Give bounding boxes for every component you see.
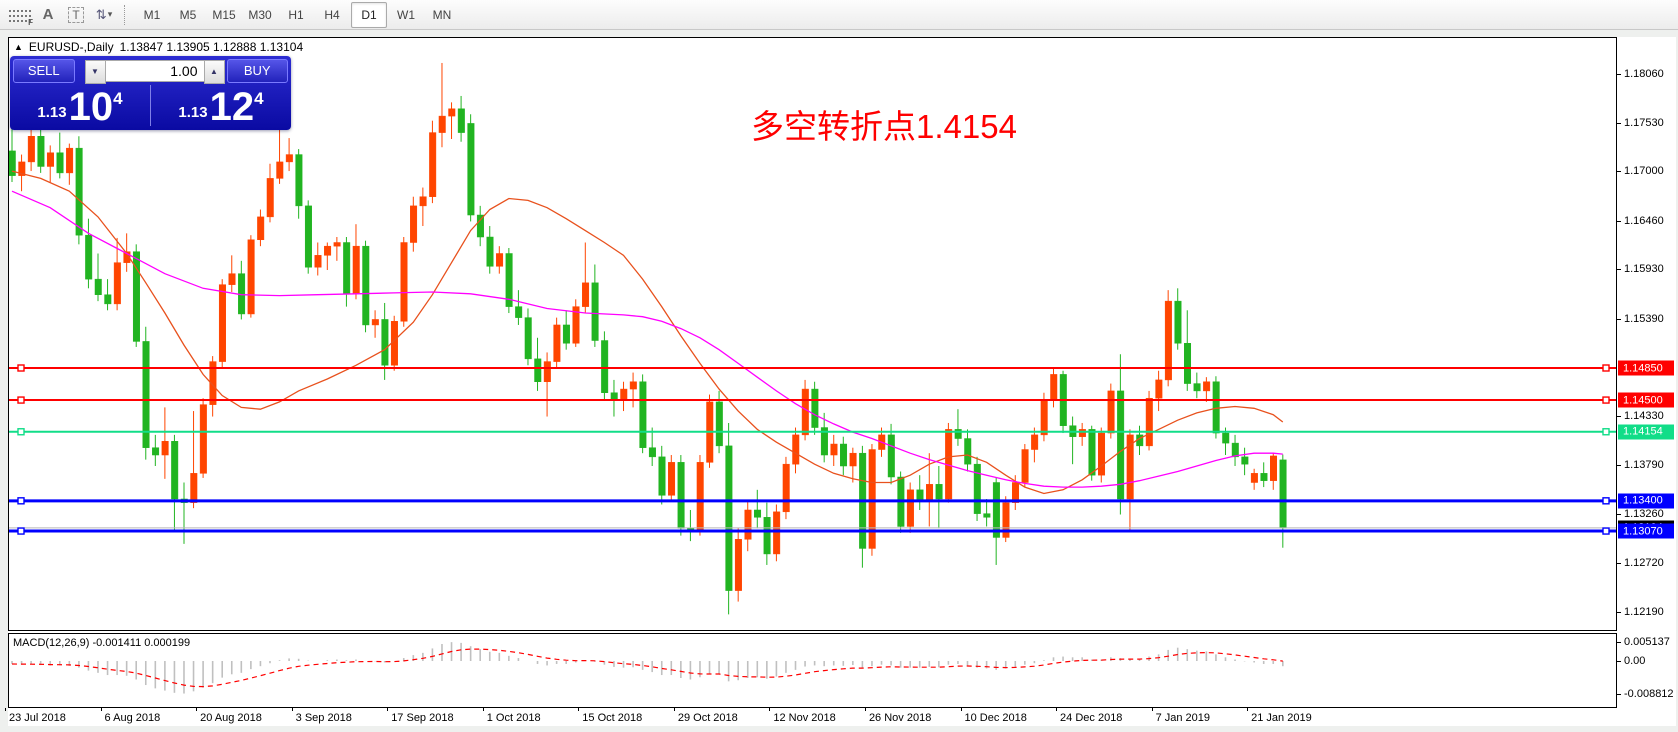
symbol-title: EURUSD-,Daily [28, 40, 114, 54]
fibonacci-icon[interactable]: F [7, 3, 33, 27]
timeframe-button-m5[interactable]: M5 [179, 7, 197, 22]
price-level-badge: 1.13070 [1618, 523, 1674, 539]
time-axis-label: 24 Dec 2018 [1060, 712, 1123, 724]
time-axis-tick [1056, 708, 1058, 711]
timeframe-bar: M1 M5 M15 M30 H1 H4 D1 W1 MN [134, 1, 460, 28]
price-axis-label: 1.16460 [1617, 214, 1664, 227]
text-box-icon[interactable]: T [63, 3, 89, 27]
time-axis-tick [5, 708, 6, 711]
price-axis-label: 1.18060 [1617, 67, 1664, 80]
timeframe-button-m15[interactable]: M15 [212, 7, 236, 22]
price-level-badge: 1.14850 [1618, 360, 1674, 376]
price-axis[interactable]: 1.18060 1.17530 1.17000 1.16460 1.15930 1.153… [1616, 37, 1676, 726]
toolbar-separator [124, 4, 126, 25]
time-axis-label: 12 Nov 2018 [773, 712, 836, 724]
macd-axis-label: 0.005137 [1617, 636, 1670, 648]
price-level-badge: 1.14154 [1618, 424, 1674, 440]
arrange-arrows-icon[interactable]: ⇅ ▾ [95, 6, 113, 22]
price-axis-label: 1.12720 [1617, 557, 1664, 570]
time-axis-tick [578, 708, 580, 711]
collapse-triangle-icon[interactable]: ▲ [14, 42, 23, 52]
time-axis-label: 10 Dec 2018 [964, 712, 1027, 724]
buy-price[interactable]: 1.13 12 4 [178, 85, 264, 129]
time-axis-tick [291, 708, 293, 711]
time-axis-label: 20 Aug 2018 [200, 712, 262, 724]
time-axis-tick [196, 708, 198, 711]
main-chart-pane[interactable]: 多空转折点1.4154 ▲ EURUSD-,Daily 1.13847 1.13… [8, 37, 1617, 631]
toolbar: F A T ⇅ ▾ M1 M5 M15 M30 H1 H4 D1 W1 MN [0, 0, 1678, 30]
time-axis-label: 21 Jan 2019 [1251, 712, 1312, 724]
time-axis-label: 3 Sep 2018 [295, 712, 352, 724]
time-axis-tick [387, 708, 389, 711]
dropdown-caret-icon[interactable]: ▾ [107, 9, 113, 19]
time-axis-tick [673, 708, 675, 711]
timeframe-button-m1[interactable]: M1 [143, 7, 161, 22]
candlestick-chart: 多空转折点1.4154 [8, 62, 1616, 615]
macd-indicator-pane[interactable]: MACD(12,26,9) -0.001411 0.000199 [8, 633, 1617, 708]
price-axis-label: 1.14330 [1617, 409, 1664, 422]
timeframe-button-h1[interactable]: H1 [288, 7, 304, 22]
sell-button[interactable]: SELL [13, 58, 75, 83]
buy-button[interactable]: BUY [226, 58, 288, 83]
volume-down-button[interactable]: ▼ [84, 59, 106, 84]
volume-input[interactable]: 1.00 [105, 59, 204, 82]
sell-price[interactable]: 1.13 10 4 [37, 85, 123, 129]
time-axis-label: 7 Jan 2019 [1155, 712, 1211, 724]
price-axis-label: 1.17000 [1617, 165, 1664, 178]
time-axis-label: 23 Jul 2018 [9, 712, 66, 724]
price-axis-label: 1.17530 [1617, 116, 1664, 129]
time-axis-label: 6 Aug 2018 [104, 712, 161, 724]
annotation-text: 多空转折点1.4154 [751, 108, 1017, 145]
timeframe-button-d1[interactable]: D1 [351, 1, 387, 28]
time-axis-label: 1 Oct 2018 [486, 712, 541, 724]
time-axis-tick [864, 708, 866, 711]
volume-stepper: ▼ 1.00 ▲ [84, 59, 225, 84]
time-axis-label: 26 Nov 2018 [868, 712, 932, 724]
timeframe-button-mn[interactable]: MN [432, 7, 452, 22]
text-label-icon[interactable]: A [42, 6, 54, 23]
price-axis-label: 1.12190 [1617, 605, 1664, 618]
price-level-badge: 1.13400 [1618, 493, 1674, 509]
time-axis[interactable]: 23 Jul 2018 6 Aug 2018 20 Aug 2018 3 Sep 20… [5, 708, 1617, 726]
price-divider [150, 85, 151, 126]
price-axis-label: 1.15390 [1617, 312, 1664, 325]
time-axis-tick [960, 708, 962, 711]
price-axis-label: 1.13260 [1617, 507, 1664, 520]
macd-chart [11, 642, 1284, 694]
macd-axis-label: -0.008812 [1617, 687, 1674, 700]
time-axis-tick [1151, 708, 1153, 711]
price-axis-label: 1.13790 [1617, 459, 1664, 472]
timeframe-button-h4[interactable]: H4 [324, 7, 340, 22]
time-axis-label: 17 Sep 2018 [391, 712, 454, 724]
time-axis-tick [100, 708, 102, 711]
macd-label: MACD(12,26,9) -0.001411 0.000199 [13, 637, 191, 649]
one-click-trading-panel: SELL ▼ 1.00 ▲ BUY 1.13 10 4 1.13 12 [10, 56, 291, 130]
time-axis-label: 15 Oct 2018 [582, 712, 643, 724]
symbol-header: ▲ EURUSD-,Daily 1.13847 1.13905 1.12888 … [14, 40, 303, 54]
volume-up-button[interactable]: ▲ [203, 59, 225, 84]
macd-axis-label: 0.00 [1616, 655, 1646, 667]
price-level-badge: 1.14500 [1618, 392, 1674, 408]
price-axis-label: 1.15930 [1617, 263, 1664, 276]
time-axis-tick [769, 708, 771, 711]
ohlc-values: 1.13847 1.13905 1.12888 1.13104 [119, 40, 304, 54]
time-axis-tick [482, 708, 484, 711]
time-axis-label: 29 Oct 2018 [677, 712, 738, 724]
time-axis-tick [1247, 708, 1249, 711]
timeframe-button-m30[interactable]: M30 [248, 7, 272, 22]
chart-window: 多空转折点1.4154 ▲ EURUSD-,Daily 1.13847 1.13… [5, 37, 1676, 726]
timeframe-button-w1[interactable]: W1 [397, 7, 415, 22]
